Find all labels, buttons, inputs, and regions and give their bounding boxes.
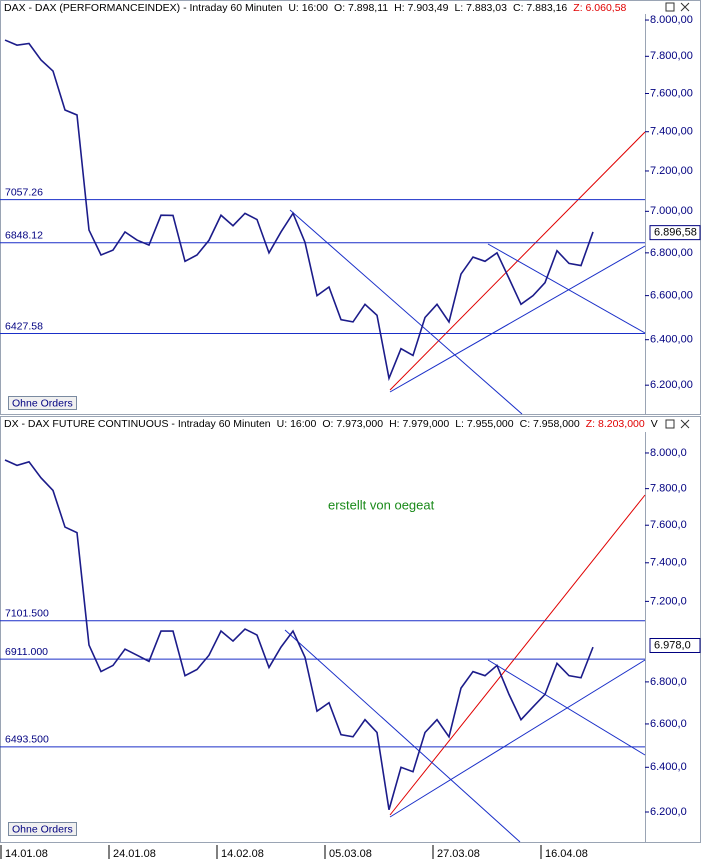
y-tick-label: 7.400,00 — [650, 126, 693, 138]
last-price-box — [649, 637, 701, 653]
icon-button[interactable] — [665, 419, 675, 429]
header-title: DAX - DAX (PERFORMANCEINDEX) - Intraday … — [4, 2, 282, 14]
x-tick-label: 14.02.08 — [221, 848, 264, 860]
last-price-label: 6.896,58 — [654, 227, 697, 239]
plot-layer: 8.000,007.800,007.600,007.400,007.200,00… — [0, 14, 701, 860]
y-tick-label: 7.000,00 — [650, 205, 693, 217]
y-tick-label: 6.400,0 — [650, 761, 687, 773]
y-tick-label: 8.000,0 — [650, 447, 687, 459]
trend-line — [487, 243, 646, 334]
header-stat: C: 7.958,000 — [520, 418, 580, 430]
price-line — [4, 39, 594, 382]
x-tick-label: 24.01.08 — [113, 848, 156, 860]
trend-line — [389, 245, 646, 393]
y-tick-label: 7.800,0 — [650, 483, 687, 495]
header-text: DX - DAX FUTURE CONTINUOUS - Intraday 60… — [4, 418, 658, 430]
header-stat: H: 7.979,000 — [389, 418, 449, 430]
trend-line — [487, 659, 646, 756]
trend-line — [284, 629, 521, 843]
header-title: DX - DAX FUTURE CONTINUOUS - Intraday 60… — [4, 418, 271, 430]
y-tick-label: 7.800,00 — [650, 50, 693, 62]
y-tick-label: 7.200,0 — [650, 595, 687, 607]
orders-button-label[interactable]: Ohne Orders — [12, 823, 73, 835]
panel-header: DAX - DAX (PERFORMANCEINDEX) - Intraday … — [4, 2, 658, 430]
icon-button[interactable] — [680, 2, 690, 12]
icon-button[interactable] — [665, 2, 675, 12]
header-stat: U: 16:00 — [277, 418, 317, 430]
header-stat: H: 7.903,49 — [394, 2, 448, 14]
window-icons — [665, 2, 690, 429]
y-tick-label: 6.800,0 — [650, 676, 687, 688]
last-price-box — [649, 225, 701, 241]
trend-line — [289, 209, 523, 415]
header-stat: Z: 8.203,000 — [586, 418, 645, 430]
y-tick-label: 8.000,00 — [650, 14, 693, 26]
y-tick-label: 6.600,0 — [650, 718, 687, 730]
trend-line — [389, 494, 646, 816]
y-tick-label: 7.600,0 — [650, 519, 687, 531]
level-label: 6493.500 — [5, 734, 49, 746]
header-stat: V — [651, 418, 658, 430]
last-price-label: 6.978,0 — [654, 639, 691, 651]
header-stat: L: 7.883,03 — [454, 2, 507, 14]
y-tick-label: 6.200,00 — [650, 379, 693, 391]
y-tick-label: 6.400,00 — [650, 334, 693, 346]
price-line — [4, 459, 594, 810]
header-text: DAX - DAX (PERFORMANCEINDEX) - Intraday … — [4, 2, 627, 14]
header-stat: O: 7.973,000 — [322, 418, 383, 430]
y-tick-label: 7.200,00 — [650, 165, 693, 177]
header-stat: Z: 6.060,58 — [573, 2, 626, 14]
level-label: 7057.26 — [5, 186, 43, 198]
level-label: 6848.12 — [5, 230, 43, 242]
x-tick-label: 27.03.08 — [437, 848, 480, 860]
trend-line — [389, 659, 646, 818]
header-stat: U: 16:00 — [288, 2, 328, 14]
x-tick-label: 16.04.08 — [545, 848, 588, 860]
orders-button-label[interactable]: Ohne Orders — [12, 397, 73, 409]
level-label: 6911.000 — [5, 646, 48, 658]
orders-button[interactable] — [8, 396, 77, 410]
annotation: erstellt von oegeat — [328, 497, 435, 512]
header-stat: O: 7.898,11 — [334, 2, 388, 14]
y-tick-label: 7.400,0 — [650, 557, 687, 569]
header-stat: C: 7.883,16 — [513, 2, 567, 14]
icon-button[interactable] — [680, 419, 690, 429]
trend-lines — [284, 131, 646, 843]
x-tick-label: 05.03.08 — [329, 848, 372, 860]
y-tick-label: 6.600,00 — [650, 290, 693, 302]
y-tick-label: 7.600,00 — [650, 87, 693, 99]
y-tick-label: 6.800,00 — [650, 247, 693, 259]
level-label: 6427.58 — [5, 320, 43, 332]
orders-button[interactable] — [8, 822, 77, 836]
header-stat: L: 7.955,000 — [455, 418, 514, 430]
x-tick-label: 14.01.08 — [5, 848, 48, 860]
level-label: 7101.500 — [5, 608, 49, 620]
y-tick-label: 6.200,0 — [650, 806, 687, 818]
